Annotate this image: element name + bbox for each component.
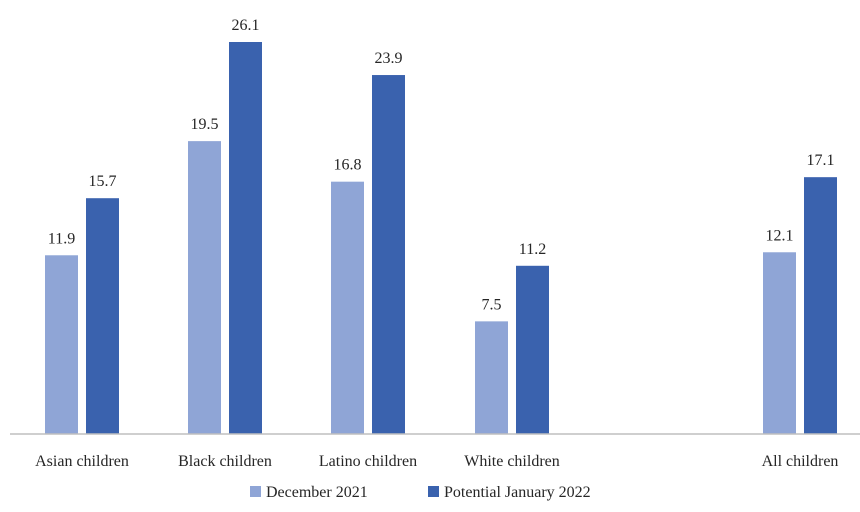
data-label: 12.1	[766, 227, 794, 244]
legend: December 2021 Potential January 2022	[250, 484, 591, 501]
bar	[86, 198, 119, 434]
bar	[45, 255, 78, 434]
data-label: 11.2	[519, 241, 546, 258]
data-label: 17.1	[807, 152, 835, 169]
data-label: 23.9	[375, 50, 403, 67]
data-label: 16.8	[334, 157, 362, 174]
bar	[763, 252, 796, 434]
legend-label: Potential January 2022	[444, 484, 591, 501]
x-tick-labels: Asian children Black children Latino child…	[35, 453, 838, 470]
x-tick-label: White children	[464, 453, 560, 470]
bar	[516, 265, 549, 434]
x-tick-label: All children	[762, 453, 839, 470]
data-label: 15.7	[89, 173, 117, 190]
legend-swatch	[428, 486, 439, 497]
labels-layer: 11.9 15.7 19.5 26.1 16.8 23.9 7.5 11.2 12.1 17.1	[48, 17, 835, 313]
data-label: 19.5	[191, 116, 219, 133]
data-label: 11.9	[48, 230, 75, 247]
legend-label: December 2021	[266, 484, 368, 501]
bar	[804, 177, 837, 434]
legend-swatch	[250, 486, 261, 497]
bar	[188, 141, 221, 434]
bars-layer	[45, 42, 837, 434]
bar	[229, 42, 262, 434]
x-tick-label: Latino children	[319, 453, 417, 470]
bar	[475, 321, 508, 434]
data-label: 26.1	[232, 17, 260, 34]
bar	[331, 181, 364, 434]
bar	[372, 75, 405, 434]
data-label: 7.5	[482, 296, 502, 313]
x-tick-label: Black children	[178, 453, 272, 470]
x-tick-label: Asian children	[35, 453, 129, 470]
